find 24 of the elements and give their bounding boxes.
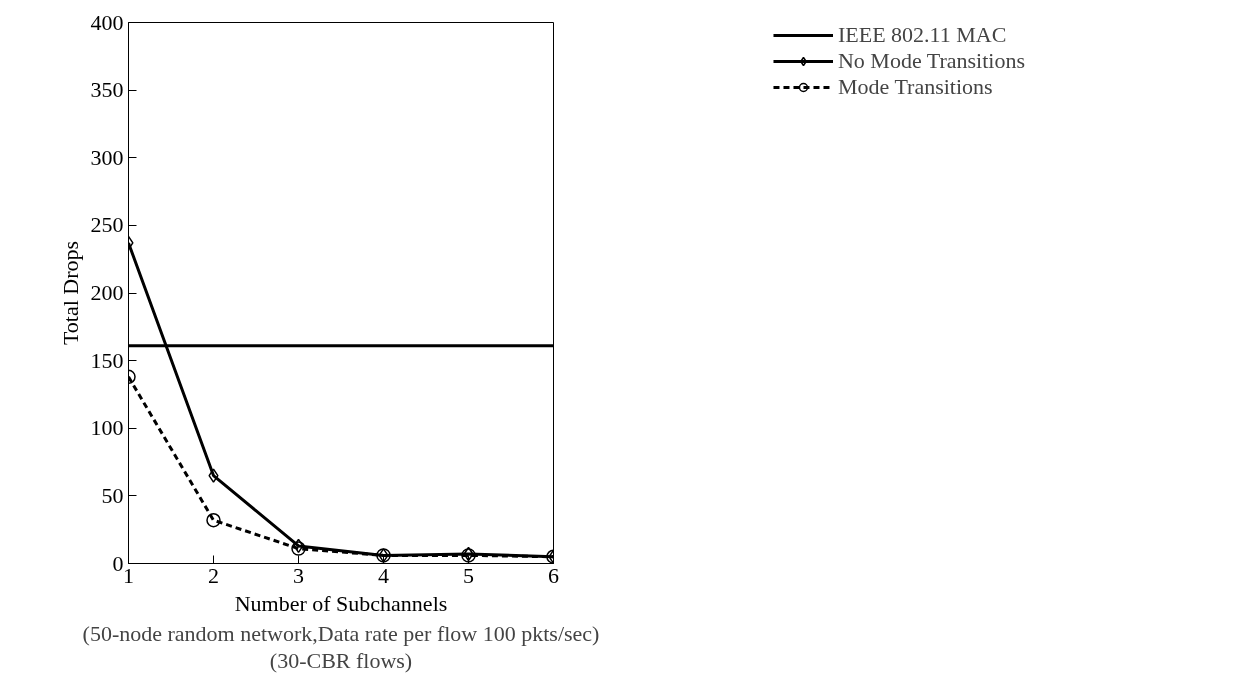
legend-label: No Mode Transitions — [837, 48, 1026, 74]
y-tick-label: 300 — [90, 144, 124, 170]
y-tick-label: 50 — [101, 482, 124, 508]
y-tick-label: 350 — [90, 77, 124, 103]
y-axis-title: Total Drops — [57, 240, 83, 346]
legend-label: IEEE 802.11 MAC — [837, 22, 1007, 48]
y-tick-label: 200 — [90, 280, 124, 305]
x-tick-label: 1 — [123, 562, 134, 588]
y-tick-label: 400 — [90, 9, 124, 35]
x-axis-title: Number of Subchannels — [234, 590, 448, 616]
legend-label: Mode Transitions — [837, 74, 993, 100]
x-tick-label: 2 — [208, 562, 219, 588]
y-tick-label: 250 — [90, 212, 124, 238]
text: (30-CBR flows) — [269, 647, 413, 673]
point — [206, 512, 221, 528]
y-tick-label: 150 — [90, 347, 124, 373]
x-tick-label: 6 — [548, 562, 559, 588]
y-tick-label: 100 — [90, 415, 124, 441]
text: (50-node random network,Data rate per flow 100 pkts/sec) — [82, 620, 600, 646]
x-tick-label: 3 — [293, 562, 304, 588]
x-tick-label: 4 — [378, 562, 389, 588]
point — [208, 468, 219, 483]
y-tick-label: 0 — [112, 550, 124, 576]
x-tick-label: 5 — [463, 562, 474, 588]
